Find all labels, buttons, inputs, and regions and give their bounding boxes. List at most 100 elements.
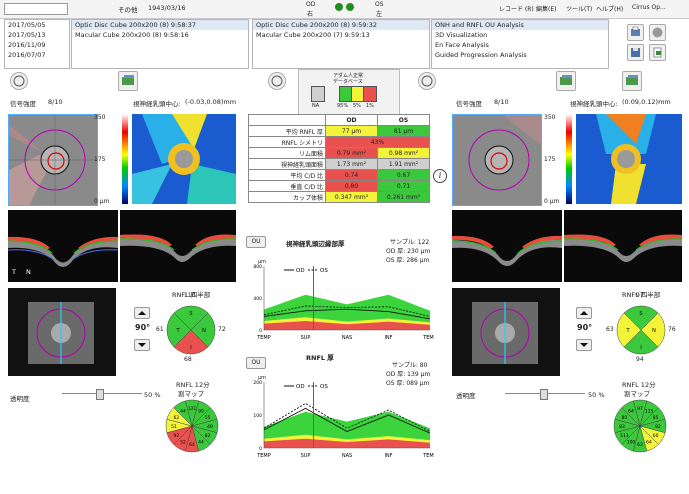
- x-tick-label: TEMP: [422, 335, 434, 341]
- angle-down-button-od[interactable]: [134, 339, 150, 351]
- clock-value: 49: [207, 424, 213, 430]
- clock-value: 64: [646, 440, 652, 446]
- ou-button-bottom[interactable]: OU: [246, 357, 266, 369]
- analysis-item[interactable]: 3D Visualization: [435, 31, 488, 39]
- row-value-os: 81 μm: [377, 125, 430, 137]
- row-value-od: 0.80: [325, 180, 378, 192]
- svg-text:T: T: [625, 328, 630, 334]
- table-row: 平均 C/D 比 0.74 0.67: [248, 169, 430, 181]
- angle-down-button-os[interactable]: [576, 339, 592, 351]
- slider-thumb-od[interactable]: [96, 389, 104, 400]
- x-tick-label: TEMP: [422, 453, 434, 459]
- os-quadrant-chart: S N T I 97 76 63 94: [606, 292, 676, 363]
- menu-record[interactable]: レコード (R): [499, 6, 534, 13]
- thickness-value-os: (0.09,0.12)mm: [622, 98, 671, 106]
- quadrant-s-od: 110: [184, 292, 196, 299]
- analysis-item[interactable]: ONH and RNFL OU Analysis: [432, 20, 608, 30]
- scan-item[interactable]: Optic Disc Cube 200x200 (8) 9:59:32: [253, 20, 429, 30]
- clock-value: 64: [189, 442, 195, 448]
- refresh-icon[interactable]: [10, 72, 28, 90]
- scan-item[interactable]: Macular Cube 200x200 (8) 9:58:16: [75, 31, 189, 39]
- export-icon[interactable]: [649, 44, 666, 61]
- quadrant-title-os: RNFL 四半部: [622, 291, 661, 299]
- clock-value: 111: [620, 433, 629, 439]
- angle-up-button-od[interactable]: [134, 307, 150, 319]
- od-indicator[interactable]: [335, 3, 343, 11]
- legend-red-swatch: [363, 86, 377, 102]
- clock-sub-od: 割マップ: [178, 390, 204, 398]
- chart-bottom-unit: μm: [258, 375, 267, 381]
- clock-value: 99: [198, 408, 204, 414]
- layer-icon[interactable]: [118, 71, 138, 91]
- od-color-scale: 350 175 0 μm: [94, 114, 114, 205]
- legend-na-swatch: [311, 86, 325, 102]
- svg-text:N: N: [652, 328, 656, 334]
- clock-title-od: RNFL 12分: [176, 381, 210, 389]
- date-item[interactable]: 2017/05/05: [8, 21, 46, 29]
- chart-bottom: 2001000TEMPSUPNASINFTEMPODOS: [248, 378, 436, 462]
- print-icon[interactable]: [627, 24, 644, 41]
- y-tick-label: 400: [253, 296, 262, 302]
- clock-value: 55: [205, 415, 211, 421]
- layer-icon-os-2[interactable]: [622, 71, 642, 91]
- menu-help[interactable]: ヘルプ(H): [596, 6, 624, 13]
- refresh-icon-os[interactable]: [418, 72, 436, 90]
- transparency-label-os: 透明度: [456, 392, 476, 400]
- x-tick-label: NAS: [342, 453, 352, 459]
- row-label: カップ体積: [248, 191, 326, 203]
- date-item[interactable]: 2016/11/09: [8, 41, 46, 49]
- signal-label-os: 信号強度: [456, 100, 482, 108]
- menu-tools[interactable]: ツール(T): [566, 6, 593, 13]
- x-tick-label: TEMP: [256, 335, 271, 341]
- row-label: リム面積: [248, 147, 326, 159]
- signal-value-os: 8/10: [494, 98, 509, 106]
- os-thickness-map: [576, 114, 682, 204]
- save-icon[interactable]: [627, 44, 644, 61]
- scan-item[interactable]: Macular Cube 200x200 (7) 9:59:13: [256, 31, 370, 39]
- thickness-title-od: 視神経乳頭中心:: [133, 100, 181, 108]
- transparency-label-od: 透明度: [10, 395, 30, 403]
- dob-text: 1943/03/16: [148, 4, 186, 12]
- chart-axis: [263, 382, 430, 449]
- analysis-item[interactable]: Guided Progression Analysis: [435, 51, 527, 59]
- analysis-item[interactable]: En Face Analysis: [435, 41, 489, 49]
- row-label: 平均 C/D 比: [248, 169, 326, 181]
- row-label: 垂直 C/D 比: [248, 180, 326, 192]
- quadrant-t-od: 61: [156, 326, 164, 333]
- quadrant-n-os: 76: [668, 326, 676, 333]
- compare-icon[interactable]: [268, 72, 286, 90]
- y-tick-label: 100: [253, 413, 262, 419]
- quadrant-i-od: 68: [184, 356, 192, 363]
- menu-edit[interactable]: 編集(E): [536, 6, 557, 13]
- od-enface-image: [8, 288, 116, 376]
- scale-mid: 175: [94, 156, 106, 163]
- legend-1: 1%: [366, 103, 374, 109]
- menu-cirrus[interactable]: Cirrus Op...: [632, 4, 666, 11]
- svg-text:S: S: [189, 311, 192, 317]
- scale-min: 0 μm: [94, 198, 110, 205]
- chart-top: 8004000TEMPSUPNASINFTEMPODOS: [248, 262, 436, 344]
- quadrant-i-os: 94: [636, 356, 644, 363]
- quadrant-t-os: 63: [606, 326, 614, 333]
- layer-icon-os[interactable]: [556, 71, 576, 91]
- os-color-scale: 350 175 0 μm: [544, 114, 559, 205]
- patient-search-input[interactable]: [4, 3, 68, 15]
- os-indicator[interactable]: [346, 3, 354, 11]
- od-clock-chart: 121 99 55 49 82 44 64 52 92 51 62 44: [164, 398, 220, 454]
- scan-item[interactable]: Optic Disc Cube 200x200 (8) 9:58:37: [72, 20, 248, 30]
- row-label: RNFL シメトリ: [248, 136, 326, 148]
- info-icon[interactable]: i: [433, 169, 447, 183]
- signal-label-od: 信号強度: [10, 100, 36, 108]
- row-value-both: 43%: [325, 136, 430, 148]
- clock-value: 100: [627, 440, 636, 446]
- slider-thumb-os[interactable]: [540, 389, 548, 400]
- ou-button-top[interactable]: OU: [246, 236, 266, 248]
- bscan-t-mark: T: [12, 268, 16, 276]
- od-bscan-vertical: [119, 210, 237, 282]
- thickness-value-od: (-0.03,0.08)mm: [185, 98, 237, 106]
- date-item[interactable]: 2017/05/13: [8, 31, 46, 39]
- transparency-value-od: 50 %: [144, 391, 161, 399]
- date-item[interactable]: 2016/07/07: [8, 51, 46, 59]
- angle-up-button-os[interactable]: [576, 307, 592, 319]
- close-icon[interactable]: [649, 24, 666, 41]
